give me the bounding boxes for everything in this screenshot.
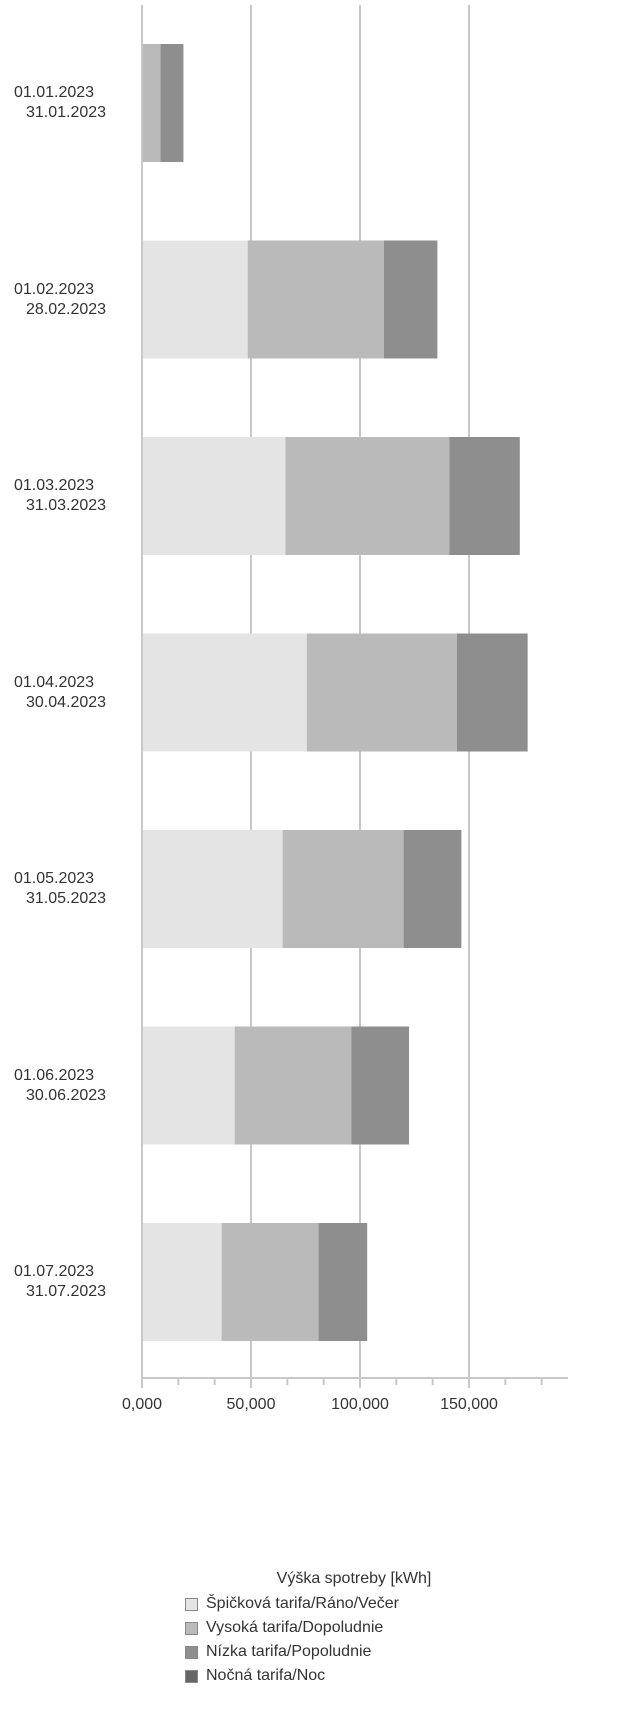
bar-segment xyxy=(318,1223,368,1341)
bar-segment xyxy=(306,633,457,752)
legend-label: Vysoká tarifa/Dopoludnie xyxy=(206,1619,384,1636)
category-end-date: 30.06.2023 xyxy=(26,1086,107,1104)
category-start-date: 01.01.2023 xyxy=(14,84,95,101)
legend-label: Nízka tarifa/Popoludnie xyxy=(206,1643,372,1660)
x-tick-label: 150,000 xyxy=(440,1396,498,1413)
category-label: 01.01.2023 31.01.2023 xyxy=(0,83,111,123)
bar-segment xyxy=(449,437,520,555)
bar-segment xyxy=(383,240,438,359)
category-start-date: 01.05.2023 xyxy=(14,870,95,887)
category-label: 01.07.2023 31.07.2023 xyxy=(0,1262,111,1302)
legend-label: Nočná tarifa/Noc xyxy=(206,1667,326,1684)
category-label: 01.03.2023 31.03.2023 xyxy=(0,476,111,516)
legend-item: Vysoká tarifa/Dopoludnie xyxy=(185,1616,399,1640)
bar-segment xyxy=(160,44,184,162)
category-end-date: 28.02.2023 xyxy=(26,300,107,318)
category-end-date: 31.01.2023 xyxy=(26,104,107,121)
bar-segment xyxy=(142,44,161,162)
legend-item: Nočná tarifa/Noc xyxy=(185,1664,399,1688)
legend-item: Špičková tarifa/Ráno/Večer xyxy=(185,1592,399,1616)
legend-swatch xyxy=(185,1621,198,1635)
x-tick-label: 0,000 xyxy=(121,1396,163,1413)
legend: Špičková tarifa/Ráno/Večer Vysoká tarifa/… xyxy=(185,1592,399,1688)
bar-segment xyxy=(351,1026,410,1145)
category-start-date: 01.03.2023 xyxy=(14,477,95,494)
legend-swatch xyxy=(185,1597,198,1611)
bar-segment xyxy=(285,437,450,555)
legend-label: Špičková tarifa/Ráno/Večer xyxy=(206,1595,399,1612)
category-end-date: 31.05.2023 xyxy=(26,890,107,907)
x-axis-title: Výška spotreby [kWh] xyxy=(276,1570,432,1587)
category-start-date: 01.02.2023 xyxy=(14,280,95,298)
category-end-date: 30.04.2023 xyxy=(26,693,107,711)
bar-segment xyxy=(247,240,384,359)
category-label: 01.06.2023 30.06.2023 xyxy=(0,1066,111,1106)
legend-item: Nízka tarifa/Popoludnie xyxy=(185,1640,399,1664)
category-label: 01.02.2023 28.02.2023 xyxy=(0,280,111,320)
category-label: 01.04.2023 30.04.2023 xyxy=(0,673,111,713)
bar-segment xyxy=(142,240,248,359)
category-end-date: 31.03.2023 xyxy=(26,497,107,514)
legend-swatch xyxy=(185,1645,198,1659)
bar-segment xyxy=(221,1223,319,1341)
bar-segment xyxy=(456,633,528,752)
legend-swatch xyxy=(185,1669,198,1683)
bar-segment xyxy=(282,830,404,948)
x-tick-label: 50,000 xyxy=(226,1396,276,1413)
bar-segment xyxy=(142,1223,222,1341)
bar-segment xyxy=(403,830,462,948)
bars xyxy=(142,44,528,1341)
category-start-date: 01.06.2023 xyxy=(14,1066,95,1084)
bar-segment xyxy=(142,830,283,948)
bar-segment xyxy=(142,437,286,555)
bar-segment xyxy=(234,1026,352,1145)
bar-segment xyxy=(142,1026,235,1145)
bar-segment xyxy=(142,633,307,752)
x-tick-label: 100,000 xyxy=(331,1396,389,1413)
category-start-date: 01.04.2023 xyxy=(14,673,95,691)
category-start-date: 01.07.2023 xyxy=(14,1263,95,1280)
category-end-date: 31.07.2023 xyxy=(26,1283,107,1300)
x-axis xyxy=(141,5,568,1388)
category-label: 01.05.2023 31.05.2023 xyxy=(0,869,111,909)
